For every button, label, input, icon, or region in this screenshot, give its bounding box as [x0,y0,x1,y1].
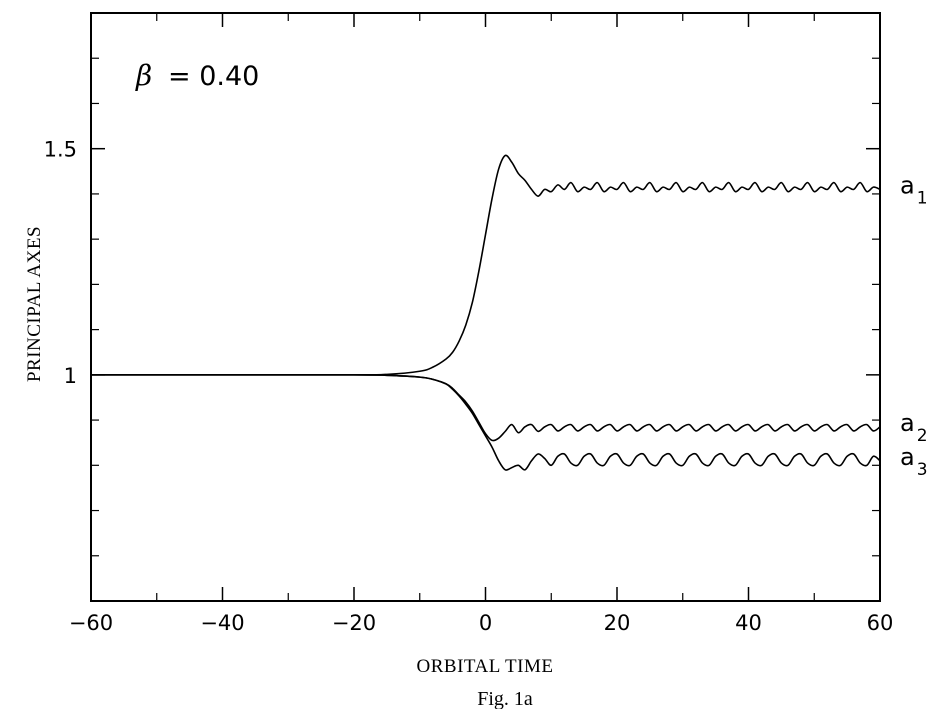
x-tick-label: −20 [332,611,376,635]
tick-labels: −60 −40 −20 0 20 40 60 1 1.5 [44,138,894,635]
x-tick-label: 0 [479,611,492,635]
x-tick-label: −40 [200,611,244,635]
x-tick-label: −60 [69,611,113,635]
x-axis-title: ORBITAL TIME [417,656,554,677]
axis-ticks [90,13,881,601]
series-line-a3 [90,374,881,471]
series-labels: a 1 a 2a 3 [900,171,928,479]
series-label-sub-a2: 2 [917,426,928,446]
series-label-sub-a3: 3 [917,460,928,480]
series-label-sub-a1: 1 [917,188,928,208]
y-axis-title: PRINCIPAL AXES [24,226,45,382]
x-tick-label: 40 [735,611,762,635]
y-tick-label: 1 [64,364,77,388]
series-line-a1 [90,154,881,376]
beta-annotation: β = 0.40 [135,59,259,92]
series-lines [90,154,881,471]
plot-frame [90,12,881,602]
beta-value: = 0.40 [168,61,259,92]
x-tick-label: 20 [604,611,631,635]
beta-symbol: β [135,59,152,92]
y-tick-label: 1.5 [44,138,77,162]
figure-caption: Fig. 1a [477,688,533,709]
x-tick-label: 60 [867,611,894,635]
series-line-a2 [90,374,881,442]
